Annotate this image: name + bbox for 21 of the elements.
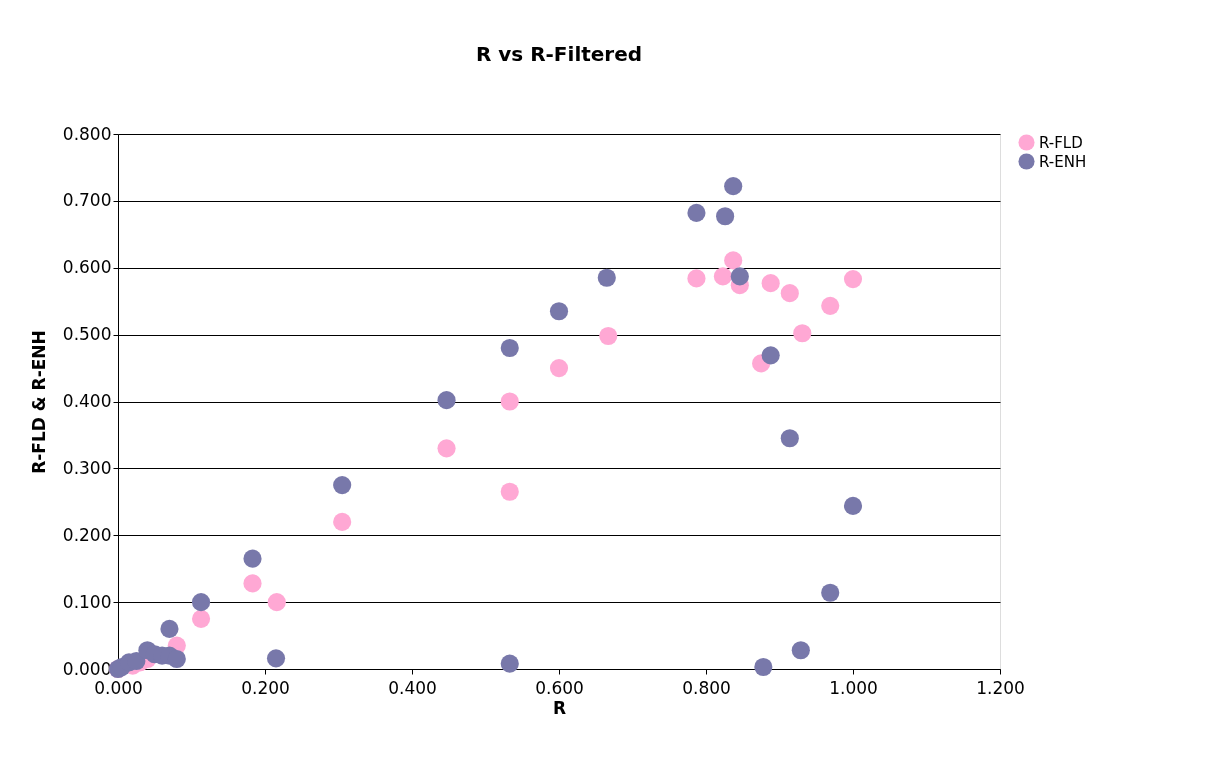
y-tick-label: 0.700 bbox=[62, 190, 112, 211]
legend-label: R-FLD bbox=[1039, 133, 1083, 152]
x-tick-label: 0.800 bbox=[682, 677, 731, 698]
legend-label: R-ENH bbox=[1039, 152, 1087, 171]
x-tick-label: 0.400 bbox=[388, 677, 437, 698]
x-tick-label: 0.600 bbox=[535, 677, 584, 698]
y-tick-label: 0.800 bbox=[62, 123, 112, 144]
chart-title: R vs R-Filtered bbox=[475, 42, 643, 66]
y-axis-title: R-FLD & R-ENH bbox=[28, 330, 49, 474]
y-tick-label: 0.200 bbox=[62, 524, 112, 545]
y-tick-label: 0.000 bbox=[62, 658, 112, 679]
y-tick-label: 0.500 bbox=[62, 324, 112, 345]
x-tick-label: 1.000 bbox=[829, 677, 878, 698]
y-tick-label: 0.600 bbox=[62, 257, 112, 278]
y-tick-label: 0.300 bbox=[62, 457, 112, 478]
x-axis-title: R bbox=[552, 697, 567, 718]
x-tick-label: 0.200 bbox=[241, 677, 290, 698]
x-tick-label: 0.000 bbox=[94, 677, 143, 698]
x-tick-label: 1.200 bbox=[976, 677, 1025, 698]
y-tick-label: 0.400 bbox=[62, 391, 112, 411]
y-tick-label: 0.100 bbox=[62, 591, 112, 612]
